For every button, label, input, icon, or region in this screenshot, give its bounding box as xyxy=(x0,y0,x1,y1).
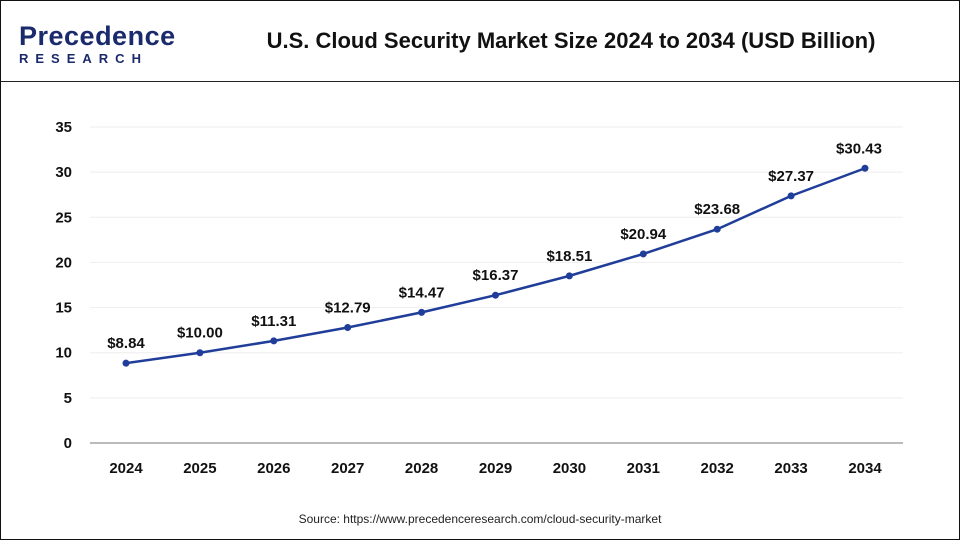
data-point xyxy=(787,192,795,200)
data-point xyxy=(861,164,869,172)
data-point xyxy=(713,225,721,233)
x-tick-label: 2030 xyxy=(553,460,586,477)
data-label: $11.31 xyxy=(251,313,296,330)
data-label: $14.47 xyxy=(399,284,445,301)
precedence-research-logo: Precedence RESEARCH xyxy=(19,21,176,67)
logo-text: Precedence xyxy=(19,21,176,51)
data-point xyxy=(565,272,573,280)
data-point xyxy=(418,308,426,316)
header: Precedence RESEARCH U.S. Cloud Security … xyxy=(1,1,959,82)
data-label: $12.79 xyxy=(325,300,371,317)
y-tick-label: 20 xyxy=(55,254,72,271)
data-point xyxy=(344,324,352,332)
y-tick-label: 25 xyxy=(55,209,72,226)
data-point xyxy=(196,349,204,357)
y-tick-label: 5 xyxy=(64,390,72,407)
x-tick-label: 2031 xyxy=(627,460,660,477)
x-tick-label: 2034 xyxy=(848,460,882,477)
x-tick-label: 2025 xyxy=(183,460,216,477)
y-tick-label: 35 xyxy=(55,119,72,136)
chart-title: U.S. Cloud Security Market Size 2024 to … xyxy=(266,28,876,53)
x-tick-label: 2027 xyxy=(331,460,364,477)
data-label: $18.51 xyxy=(546,248,592,265)
data-label: $27.37 xyxy=(768,168,814,185)
data-label: $8.84 xyxy=(107,335,145,352)
x-tick-label: 2026 xyxy=(257,460,290,477)
y-tick-label: 10 xyxy=(55,345,72,362)
y-tick-label: 15 xyxy=(55,300,72,317)
x-tick-label: 2032 xyxy=(701,460,734,477)
data-point xyxy=(492,291,499,299)
series-line xyxy=(125,167,866,365)
data-point xyxy=(270,337,278,345)
data-point xyxy=(122,359,130,367)
x-tick-label: 2029 xyxy=(479,460,512,477)
x-tick-label: 2024 xyxy=(109,460,143,477)
x-tick-label: 2028 xyxy=(405,460,438,477)
source-text: Source: https://www.precedenceresearch.c… xyxy=(298,512,662,526)
data-label: $10.00 xyxy=(177,325,223,342)
data-point xyxy=(639,250,647,258)
data-label: $20.94 xyxy=(620,226,667,243)
data-label: $30.43 xyxy=(836,140,882,157)
y-tick-label: 30 xyxy=(55,164,72,181)
logo-subtext: RESEARCH xyxy=(19,51,148,66)
y-tick-label: 0 xyxy=(64,435,72,452)
data-label: $16.37 xyxy=(473,267,519,284)
data-label: $23.68 xyxy=(694,201,740,218)
x-tick-label: 2033 xyxy=(774,460,807,477)
